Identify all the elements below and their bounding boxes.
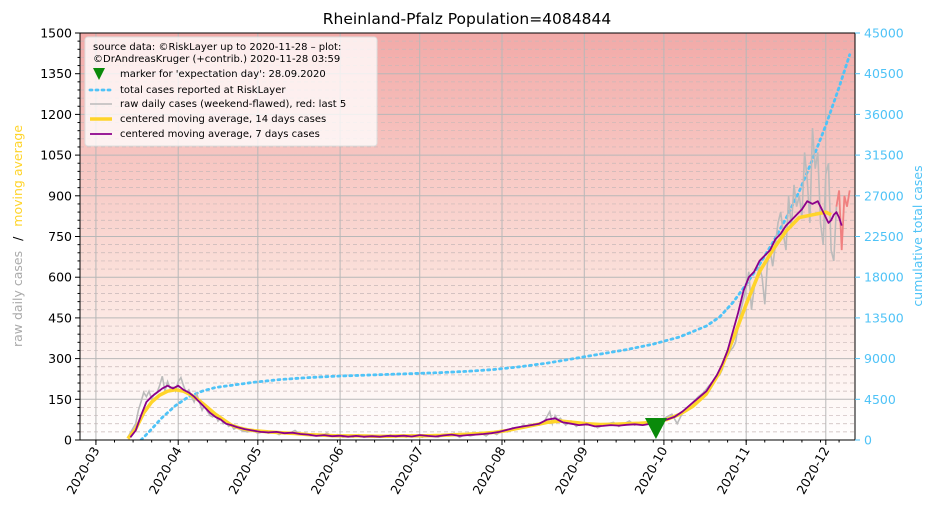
x-tick-label: 2020-11 bbox=[714, 444, 753, 497]
left-tick-label: 0 bbox=[64, 433, 72, 448]
chart-title: Rheinland-Pfalz Population=4084844 bbox=[323, 10, 611, 28]
x-tick-label: 2020-12 bbox=[793, 444, 832, 497]
left-y-axis: 0 150 300 450 600 750 900 1050 1200 1350 1500 bbox=[40, 26, 80, 448]
x-tick-label: 2020-04 bbox=[146, 444, 185, 497]
right-y-axis: 0 4500 9000 13500 18000 22500 27000 31500 36000 4… bbox=[855, 26, 904, 448]
right-tick-label: 9000 bbox=[864, 351, 896, 366]
legend-entry-total: total cases reported at RiskLayer bbox=[120, 85, 286, 96]
legend: source data: ©RiskLayer up to 2020-11-28… bbox=[84, 36, 378, 147]
left-tick-label: 1200 bbox=[40, 107, 72, 122]
x-tick-label: 2020-03 bbox=[63, 444, 102, 497]
expectation-day-marker bbox=[644, 418, 667, 439]
right-axis-label: cumulative total cases bbox=[910, 165, 925, 306]
legend-source-line1: source data: ©RiskLayer up to 2020-11-28… bbox=[93, 42, 341, 53]
right-tick-label: 13500 bbox=[864, 310, 904, 325]
x-tick-label: 2020-09 bbox=[552, 444, 591, 497]
left-tick-label: 150 bbox=[48, 392, 72, 407]
left-axis-label: raw daily cases / moving average bbox=[10, 125, 25, 347]
left-axis-label-moving-average: moving average bbox=[10, 125, 25, 227]
left-axis-label-separator: / bbox=[10, 236, 25, 241]
left-tick-label: 1500 bbox=[40, 26, 72, 41]
total-cases-line bbox=[139, 53, 852, 440]
legend-entry-raw: raw daily cases (weekend-flawed), red: l… bbox=[120, 99, 346, 110]
right-tick-label: 18000 bbox=[864, 270, 904, 285]
x-tick-label: 2020-07 bbox=[387, 444, 426, 497]
right-tick-label: 40500 bbox=[864, 66, 904, 81]
right-tick-label: 22500 bbox=[864, 229, 904, 244]
x-tick-label: 2020-05 bbox=[225, 444, 264, 497]
right-tick-label: 4500 bbox=[864, 392, 896, 407]
x-tick-label: 2020-06 bbox=[308, 444, 347, 497]
x-tick-label: 2020-10 bbox=[631, 444, 670, 497]
x-axis: 2020-03 2020-04 2020-05 2020-06 2020-07 2020-… bbox=[63, 440, 840, 497]
left-tick-label: 600 bbox=[48, 270, 72, 285]
right-tick-label: 27000 bbox=[864, 188, 904, 203]
left-tick-label: 300 bbox=[48, 351, 72, 366]
right-tick-label: 36000 bbox=[864, 107, 904, 122]
right-tick-label: 31500 bbox=[864, 148, 904, 163]
left-tick-label: 750 bbox=[48, 229, 72, 244]
right-tick-label: 0 bbox=[864, 433, 872, 448]
raw-daily-cases-last5-line bbox=[835, 190, 851, 251]
left-tick-label: 450 bbox=[48, 310, 72, 325]
moving-average-7-line bbox=[129, 200, 843, 438]
x-tick-label: 2020-08 bbox=[469, 444, 508, 497]
left-tick-label: 1350 bbox=[40, 66, 72, 81]
legend-entry-ma7: centered moving average, 7 days cases bbox=[120, 129, 320, 140]
left-tick-label: 900 bbox=[48, 188, 72, 203]
right-tick-label: 45000 bbox=[864, 26, 904, 41]
legend-entry-ma14: centered moving average, 14 days cases bbox=[120, 114, 326, 125]
legend-entry-marker: marker for 'expectation day': 28.09.2020 bbox=[120, 69, 326, 80]
legend-marker-icon bbox=[93, 68, 105, 80]
left-tick-label: 1050 bbox=[40, 148, 72, 163]
legend-source-line2: ©DrAndreasKruger (+contrib.) 2020-11-28 … bbox=[93, 54, 340, 65]
left-axis-label-raw: raw daily cases bbox=[10, 251, 25, 347]
